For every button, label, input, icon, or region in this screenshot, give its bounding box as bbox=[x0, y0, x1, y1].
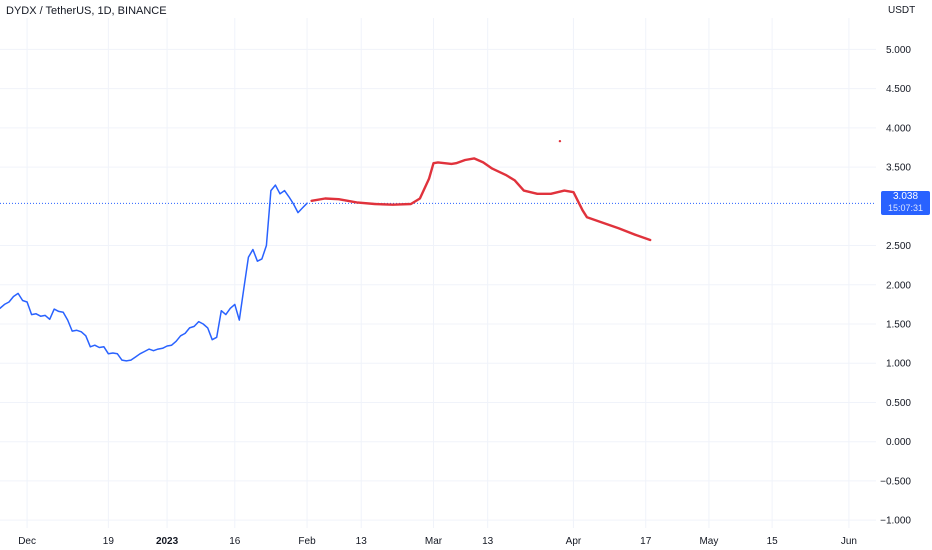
price-tick-label: 4.500 bbox=[886, 84, 911, 95]
forecast-dot bbox=[558, 139, 562, 143]
time-axis[interactable]: Dec 19 2023 16 Feb 13 Mar 13 Apr 17 May 15 Jun bbox=[18, 536, 857, 547]
time-tick-label: Apr bbox=[566, 536, 582, 547]
price-tick-label: 2.000 bbox=[886, 280, 911, 291]
current-price-value: 3.038 bbox=[892, 191, 919, 203]
chart-title: DYDX / TetherUS, 1D, BINANCE bbox=[6, 5, 167, 17]
price-tick-label: −1.000 bbox=[880, 516, 911, 527]
time-tick-label: Mar bbox=[425, 536, 443, 547]
price-tick-label: 1.500 bbox=[886, 320, 911, 331]
time-tick-label: Feb bbox=[298, 536, 316, 547]
price-tick-label: 2.500 bbox=[886, 241, 911, 252]
price-tick-label: 1.000 bbox=[886, 359, 911, 370]
time-tick-label: 15 bbox=[767, 536, 779, 547]
series-lines bbox=[0, 139, 652, 362]
price-axis[interactable]: 5.000 4.500 4.000 3.500 2.500 2.000 1.500 1.000… bbox=[880, 45, 911, 527]
time-tick-label: 17 bbox=[640, 536, 652, 547]
price-tick-label: 3.500 bbox=[886, 163, 911, 174]
time-tick-label: 13 bbox=[356, 536, 368, 547]
chart-grid bbox=[0, 18, 876, 528]
time-tick-label: 2023 bbox=[156, 536, 179, 547]
price-line bbox=[0, 184, 308, 362]
time-tick-label: Jun bbox=[841, 536, 857, 547]
time-tick-label: 16 bbox=[229, 536, 241, 547]
time-tick-label: 13 bbox=[482, 536, 494, 547]
quote-currency-label: USDT bbox=[888, 5, 916, 16]
price-tick-label: 5.000 bbox=[886, 45, 911, 56]
price-tick-label: 4.000 bbox=[886, 123, 911, 134]
price-tick-label: −0.500 bbox=[880, 476, 911, 487]
price-tick-label: 0.500 bbox=[886, 398, 911, 409]
bar-countdown: 15:07:31 bbox=[887, 203, 924, 214]
price-tick-label: 0.000 bbox=[886, 437, 911, 448]
time-tick-label: 19 bbox=[103, 536, 115, 547]
forecast-line bbox=[310, 157, 652, 242]
time-tick-label: May bbox=[699, 536, 718, 547]
current-price-tag: 3.038 15:07:31 bbox=[881, 191, 930, 216]
time-tick-label: Dec bbox=[18, 536, 36, 547]
